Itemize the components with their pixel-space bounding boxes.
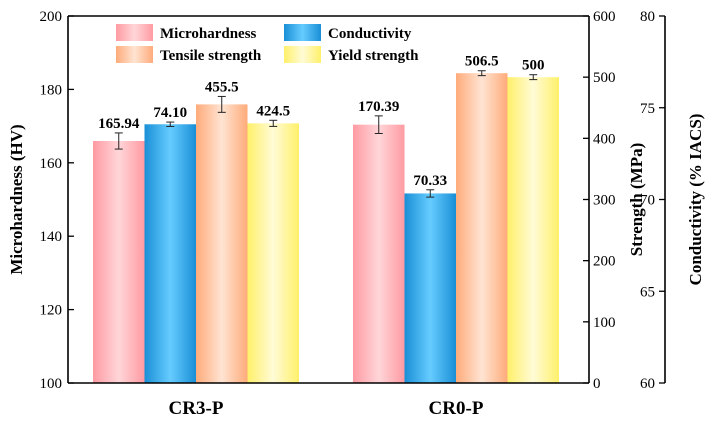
legend-item-microhardness: Microhardness (116, 24, 257, 42)
legend-swatch (284, 46, 321, 63)
conductivity-tick-label: 60 (640, 376, 655, 392)
error-bar-microhardness-cr3-p (114, 132, 123, 150)
data-label-yield-strength-cr0-p: 500 (522, 58, 545, 74)
bar-yield-strength-cr0-p (507, 77, 559, 384)
data-label-conductivity-cr3-p: 74.10 (153, 105, 187, 121)
microhardness-tick-label: 200 (40, 9, 63, 25)
bar-tensile-strength-cr0-p (456, 73, 508, 384)
legend-item-conductivity: Conductivity (284, 24, 412, 42)
microhardness-tick-label: 140 (40, 229, 63, 245)
microhardness-tick-label: 160 (40, 156, 63, 172)
data-label-tensile-strength-cr3-p: 455.5 (205, 79, 239, 95)
error-bar-yield-strength-cr3-p (269, 119, 278, 127)
legend-item-yield-strength: Yield strength (284, 46, 419, 64)
data-label-yield-strength-cr3-p: 424.5 (256, 103, 290, 119)
category-label-cr3-p: CR3-P (169, 398, 224, 419)
error-bar-microhardness-cr0-p (374, 115, 383, 134)
strength-tick-label: 200 (593, 254, 616, 270)
axes-layer: 100 120 140 160 180 200 Microhardness (HV) 0 100… (7, 9, 705, 419)
strength-tick-label: 300 (593, 193, 616, 209)
strength-tick-label: 0 (593, 376, 601, 392)
legend-item-tensile-strength: Tensile strength (116, 46, 262, 64)
bar-conductivity-cr3-p (144, 124, 196, 383)
conductivity-tick-label: 70 (640, 193, 655, 209)
legend-label: Yield strength (328, 48, 419, 64)
strength-tick-label: 500 (593, 70, 616, 86)
bar-tensile-strength-cr3-p (196, 104, 248, 383)
bar-conductivity-cr0-p (404, 193, 456, 383)
strength-tick-label: 400 (593, 131, 616, 147)
bar-microhardness-cr0-p (353, 124, 405, 383)
data-label-conductivity-cr0-p: 70.33 (413, 173, 447, 189)
bar-microhardness-cr3-p (93, 141, 145, 383)
strength-tick-label: 600 (593, 9, 616, 25)
data-label-microhardness-cr3-p: 165.94 (98, 116, 140, 132)
legend-swatch (116, 46, 153, 63)
conductivity-tick-label: 80 (640, 9, 655, 25)
labels-layer: 165.94 74.10 455.5 424.5 170.39 70.33 506.5 500 (98, 54, 544, 189)
category-label-cr0-p: CR0-P (429, 398, 484, 419)
data-label-microhardness-cr0-p: 170.39 (358, 99, 399, 115)
bars-layer (93, 70, 559, 384)
error-bar-tensile-strength-cr3-p (217, 95, 226, 113)
strength-axis-title: Strength (MPa) (627, 143, 646, 256)
microhardness-axis-title: Microhardness (HV) (7, 124, 26, 274)
bar-yield-strength-cr3-p (247, 123, 299, 383)
microhardness-tick-label: 180 (40, 82, 63, 98)
conductivity-axis-title: Conductivity (% IACS) (686, 114, 705, 286)
microhardness-tick-label: 120 (40, 303, 63, 319)
legend-swatch (284, 24, 321, 41)
legend: Microhardness Conductivity Tensile strengt… (116, 24, 419, 64)
error-bar-yield-strength-cr0-p (529, 74, 538, 81)
microhardness-tick-label: 100 (40, 376, 63, 392)
error-bar-conductivity-cr0-p (426, 189, 435, 198)
error-bar-conductivity-cr3-p (166, 121, 175, 127)
legend-swatch (116, 24, 153, 41)
legend-label: Tensile strength (160, 48, 262, 64)
conductivity-tick-label: 65 (640, 284, 655, 300)
strength-tick-label: 100 (593, 315, 616, 331)
conductivity-tick-label: 75 (640, 101, 655, 117)
error-bar-tensile-strength-cr0-p (477, 70, 486, 77)
legend-label: Conductivity (328, 26, 412, 42)
data-label-tensile-strength-cr0-p: 506.5 (465, 54, 499, 70)
legend-label: Microhardness (160, 26, 257, 42)
